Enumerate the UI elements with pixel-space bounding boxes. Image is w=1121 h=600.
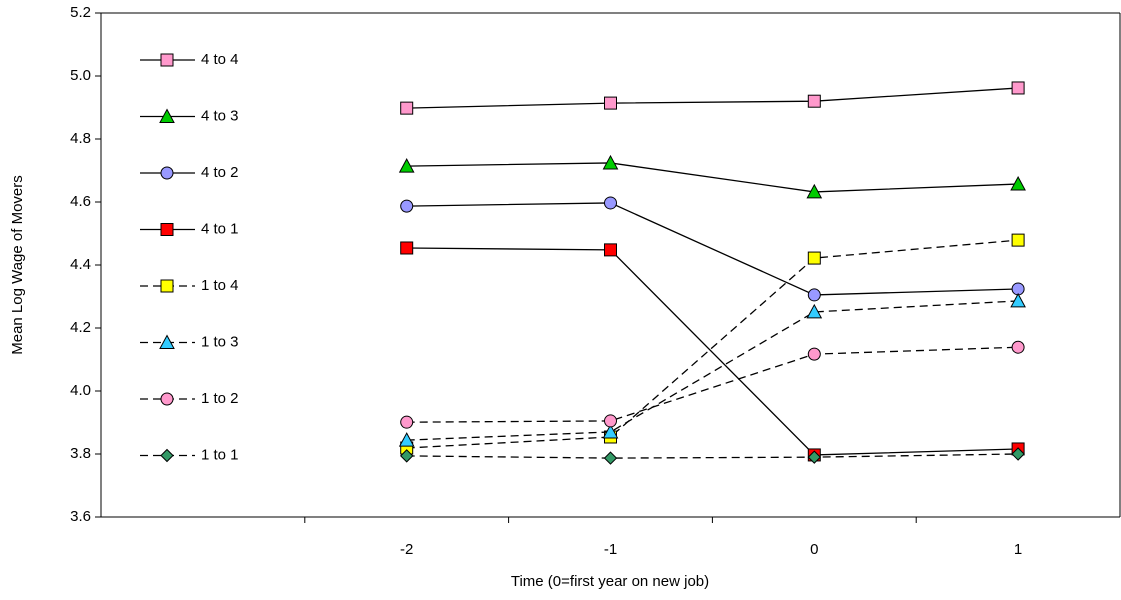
marker [603,451,618,465]
marker [807,288,821,302]
legend-label: 1 to 3 [201,333,239,350]
y-tick-label: 4.2 [70,319,91,336]
series-line [406,162,1019,193]
legend-label: 1 to 4 [201,277,239,294]
marker [602,423,619,439]
marker [1011,81,1025,95]
y-tick-label: 4.0 [70,382,91,399]
marker [807,251,821,265]
marker [602,154,619,170]
y-tick-label: 4.8 [70,130,91,147]
marker [160,448,174,463]
marker [604,96,617,110]
y-tick-label: 4.6 [70,193,91,210]
marker [807,94,821,108]
series-line [406,346,1019,423]
y-tick-label: 5.2 [70,4,91,21]
x-tick-label: -1 [604,541,617,558]
series-line [406,87,1019,109]
marker [1011,233,1025,247]
marker [400,199,414,213]
marker [400,241,414,255]
marker [604,414,617,428]
y-tick-label: 5.0 [70,67,91,84]
y-axis-title: Mean Log Wage of Movers [9,175,26,355]
marker [160,279,174,293]
marker [806,303,823,319]
marker [604,196,617,210]
x-tick-label: 0 [810,541,818,558]
marker [398,158,415,173]
legend-label: 4 to 2 [201,164,239,181]
legend-label: 4 to 1 [201,220,239,237]
series-line [406,247,1019,456]
x-tick-label: -2 [400,541,413,558]
marker [1010,175,1026,191]
marker [1010,292,1026,308]
x-axis-title: Time (0=first year on new job) [511,573,709,590]
marker [807,450,822,464]
x-tick-label: 1 [1014,541,1022,558]
y-tick-label: 4.4 [70,256,91,273]
marker [604,243,617,257]
series-line [406,202,1019,296]
marker [399,449,414,463]
marker [400,101,414,115]
marker [160,392,174,406]
marker [160,53,174,67]
legend-label: 4 to 3 [201,107,239,124]
series-line [406,453,1019,459]
y-tick-label: 3.6 [70,508,91,525]
marker [1011,340,1025,354]
y-tick-label: 3.8 [70,445,91,462]
marker [160,223,174,236]
legend-label: 4 to 4 [201,51,239,68]
marker [398,432,415,447]
legend-label: 1 to 2 [201,390,239,407]
marker [400,415,414,429]
marker [806,183,823,199]
series-line [406,300,1019,441]
legend-label: 1 to 1 [201,446,239,463]
series-line [406,239,1019,449]
marker [807,347,821,361]
marker [159,108,175,123]
marker [160,166,174,180]
marker [159,334,175,349]
marker [1011,447,1025,461]
